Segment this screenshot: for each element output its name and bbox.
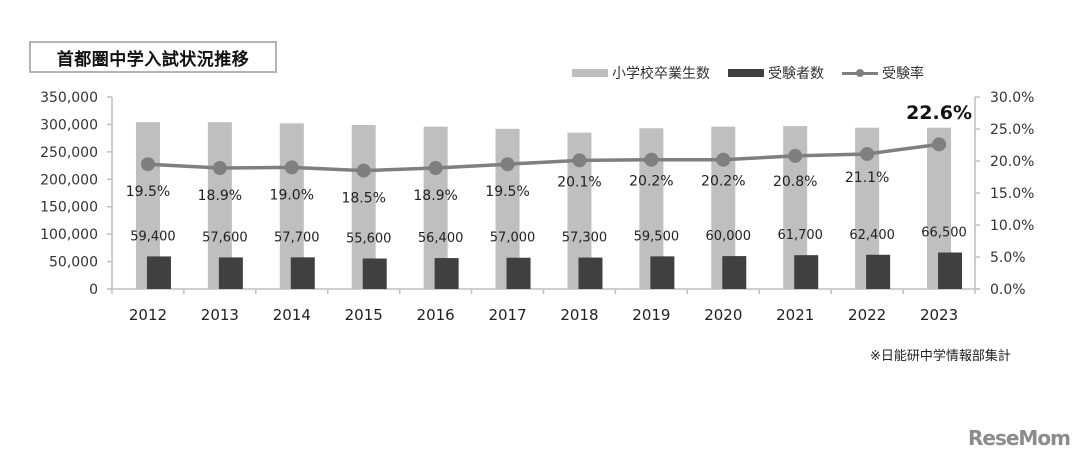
examinees-value-label: 62,400 <box>849 228 895 243</box>
rate-value-label: 20.2% <box>629 174 673 190</box>
examinees-bar <box>866 254 891 289</box>
rate-marker <box>212 161 227 176</box>
rate-marker <box>932 137 947 152</box>
right-axis-tick-label: 10.0% <box>990 218 1034 234</box>
graduates-bar <box>495 128 520 289</box>
right-axis-tick-label: 30.0% <box>990 90 1034 106</box>
rate-value-label: 19.0% <box>270 187 314 203</box>
legend-graduates: 小学校卒業生数 <box>572 63 710 83</box>
rate-marker <box>788 148 803 163</box>
examinees-value-label: 57,300 <box>562 231 608 246</box>
rate-value-label: 20.2% <box>701 174 745 190</box>
examinees-value-label: 60,000 <box>706 229 752 244</box>
x-axis-tick-label: 2022 <box>848 306 886 324</box>
examinees-bar <box>650 256 675 289</box>
left-axis-tick-label: 50,000 <box>49 255 98 271</box>
examinees-value-label: 57,700 <box>274 230 320 245</box>
rate-marker <box>860 146 875 161</box>
legend-examinees-label: 受験者数 <box>768 66 824 82</box>
rate-highlight-label: 22.6% <box>906 102 972 124</box>
examinees-value-label: 55,600 <box>346 231 392 246</box>
examinees-value-label: 56,400 <box>418 231 464 246</box>
right-axis-tick-label: 0.0% <box>990 282 1026 298</box>
rate-marker <box>428 161 443 176</box>
x-axis-tick-label: 2018 <box>560 306 598 324</box>
x-axis-tick-label: 2015 <box>345 306 383 324</box>
rate-value-label: 20.1% <box>557 174 601 190</box>
left-axis-tick-label: 0 <box>89 282 98 298</box>
left-axis-tick-label: 200,000 <box>40 172 98 188</box>
examinees-value-label: 57,600 <box>202 230 248 245</box>
rate-marker <box>140 157 155 172</box>
combo-chart: 0 50,000 100,000 150,000 200,000 250,000 300,0… <box>40 90 1034 324</box>
rate-value-label: 19.5% <box>126 184 170 200</box>
examinees-value-label: 59,500 <box>634 229 680 244</box>
legend-examinees-swatch-icon <box>728 69 764 77</box>
rate-value-label: 19.5% <box>485 184 529 200</box>
brand-logo: ReseMom <box>968 426 1071 450</box>
examinees-bar <box>362 258 387 289</box>
rate-value-label: 18.9% <box>413 188 457 204</box>
x-axis-tick-label: 2012 <box>129 306 167 324</box>
rate-line <box>147 142 940 173</box>
left-axis-tick-label: 150,000 <box>40 200 98 216</box>
left-axis-tick-label: 100,000 <box>40 227 98 243</box>
legend: 小学校卒業生数 受験者数 受験率 <box>572 63 942 83</box>
legend-graduates-label: 小学校卒業生数 <box>612 66 710 82</box>
examinees-value-label: 59,400 <box>130 229 176 244</box>
legend-rate: 受験率 <box>842 63 924 83</box>
rate-marker <box>356 163 371 178</box>
rate-marker <box>284 160 299 175</box>
left-axis-tick-label: 250,000 <box>40 145 98 161</box>
examinees-bar <box>722 256 747 289</box>
footnote: ※日能研中学情報部集計 <box>870 349 1011 364</box>
right-axis-tick-label: 25.0% <box>990 122 1034 138</box>
rate-marker <box>716 152 731 167</box>
rate-value-label: 18.5% <box>341 191 385 207</box>
chart-title: 首都圏中学入試状況推移 <box>29 41 277 73</box>
rate-value-label: 21.1% <box>845 170 889 186</box>
x-axis-tick-label: 2017 <box>488 306 526 324</box>
x-axis-tick-label: 2016 <box>417 306 455 324</box>
legend-graduates-swatch-icon <box>572 69 608 77</box>
x-axis-tick-label: 2013 <box>201 306 239 324</box>
left-axis-tick-label: 300,000 <box>40 117 98 133</box>
examinees-bar <box>434 258 459 289</box>
examinees-value-label: 61,700 <box>777 228 823 243</box>
legend-rate-line-marker-icon <box>842 69 878 77</box>
x-axis-tick-label: 2023 <box>920 306 958 324</box>
legend-rate-label: 受験率 <box>882 66 924 82</box>
examinees-bar <box>146 256 171 289</box>
right-axis-tick-label: 5.0% <box>990 250 1026 266</box>
rate-value-label: 18.9% <box>198 188 242 204</box>
rate-value-label: 20.8% <box>773 174 817 190</box>
examinees-bar <box>290 257 315 289</box>
rate-marker <box>500 157 515 172</box>
x-axis-tick-label: 2021 <box>776 306 814 324</box>
right-axis-tick-label: 15.0% <box>990 186 1034 202</box>
examinees-bar <box>794 255 819 289</box>
examinees-bar <box>218 257 243 289</box>
examinees-bar <box>578 257 603 289</box>
legend-examinees: 受験者数 <box>728 63 824 83</box>
examinees-value-label: 66,500 <box>921 226 967 241</box>
rate-marker <box>572 153 587 168</box>
x-axis-tick-label: 2020 <box>704 306 742 324</box>
examinees-value-label: 57,000 <box>490 231 536 246</box>
left-axis-tick-label: 350,000 <box>40 90 98 106</box>
x-axis-tick-label: 2014 <box>273 306 311 324</box>
examinees-bar <box>506 257 531 289</box>
x-axis-tick-label: 2019 <box>632 306 670 324</box>
rate-marker <box>644 152 659 167</box>
examinees-bar <box>938 252 963 289</box>
right-axis-tick-label: 20.0% <box>990 154 1034 170</box>
